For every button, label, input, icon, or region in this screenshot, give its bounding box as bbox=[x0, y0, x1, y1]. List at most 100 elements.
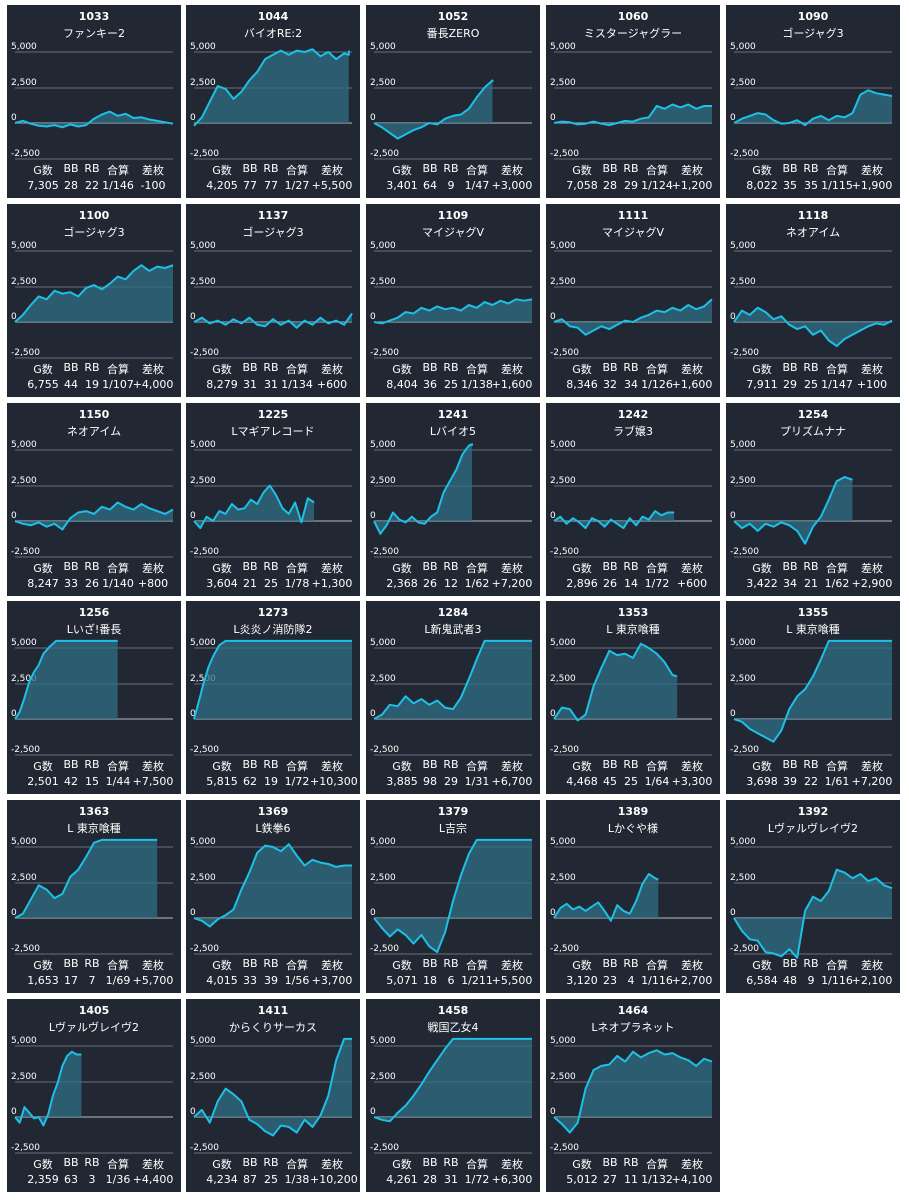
stat-label-bb: BB bbox=[782, 162, 798, 175]
stat-label-g: G数 bbox=[752, 363, 772, 376]
y-tick-label: 2,500 bbox=[550, 78, 576, 88]
y-tick-label: -2,500 bbox=[370, 348, 399, 358]
machine-card[interactable]: 1256 Lいざ!番長 5,000 2,500 0 -2,500 G数 2,501 BB 42 RB… bbox=[7, 601, 181, 794]
stat-value-bb: 44 bbox=[64, 378, 78, 391]
machine-card[interactable]: 1389 Lかぐや様 5,000 2,500 0 -2,500 G数 3,120 BB 23 RB 4… bbox=[546, 800, 720, 993]
machine-card[interactable]: 1052 番長ZERO 5,000 2,500 0 -2,500 G数 3,401 BB 64 RB… bbox=[366, 5, 540, 198]
y-tick-label: 5,000 bbox=[190, 638, 216, 648]
stat-value-rb: 12 bbox=[444, 577, 458, 590]
stat-label-rb: RB bbox=[84, 758, 100, 771]
y-tick-label: 2,500 bbox=[730, 476, 756, 486]
machine-card[interactable]: 1411 からくりサーカス 5,000 2,500 0 -2,500 G数 4,234 BB 87… bbox=[186, 999, 360, 1192]
machine-card[interactable]: 1363 L 東京喰種 5,000 2,500 0 -2,500 G数 1,653 BB 17 RB… bbox=[7, 800, 181, 993]
stat-label-g: G数 bbox=[392, 959, 412, 972]
stat-label-gou: 合算 bbox=[107, 363, 129, 376]
machine-name: からくりサーカス bbox=[229, 1021, 317, 1034]
stat-value-sa: +800 bbox=[137, 577, 169, 590]
y-tick-label: 0 bbox=[370, 908, 376, 918]
stat-value-gou: 1/56 bbox=[284, 974, 310, 987]
machine-card[interactable]: 1242 ラブ嬢3 5,000 2,500 0 -2,500 G数 2,896 BB 26 RB 14… bbox=[546, 403, 720, 596]
stat-label-rb: RB bbox=[443, 758, 459, 771]
y-tick-label: -2,500 bbox=[370, 745, 399, 755]
y-tick-label: 0 bbox=[550, 113, 556, 123]
machine-card[interactable]: 1111 マイジャグV 5,000 2,500 0 -2,500 G数 8,346 BB 32 RB… bbox=[546, 204, 720, 397]
stat-value-rb: 31 bbox=[444, 1173, 458, 1186]
machine-card[interactable]: 1458 戦国乙女4 5,000 2,500 0 -2,500 G数 4,261 BB 28 RB 3… bbox=[366, 999, 540, 1192]
area-fill bbox=[734, 307, 892, 347]
y-tick-label: 2,500 bbox=[190, 78, 216, 88]
area-fill bbox=[374, 444, 472, 534]
machine-card[interactable]: 1241 Lバイオ5 5,000 2,500 0 -2,500 G数 2,368 BB 26 RB 1… bbox=[366, 403, 540, 596]
machine-name: Lかぐや様 bbox=[607, 822, 659, 835]
stat-value-gou: 1/27 bbox=[284, 179, 310, 192]
series-line bbox=[193, 484, 315, 530]
stat-value-bb: 64 bbox=[423, 179, 437, 192]
stat-value-bb: 77 bbox=[243, 179, 257, 192]
machine-card[interactable]: 1225 Lマギアレコード 5,000 2,500 0 -2,500 G数 3,604 BB 21… bbox=[186, 403, 360, 596]
area-fill bbox=[15, 502, 173, 530]
machine-card[interactable]: 1109 マイジャグV 5,000 2,500 0 -2,500 G数 8,404 BB 36 RB… bbox=[366, 204, 540, 397]
y-tick-label: 0 bbox=[11, 908, 17, 918]
machine-card[interactable]: 1137 ゴージャグ3 5,000 2,500 0 -2,500 G数 8,279 BB 31 RB… bbox=[186, 204, 360, 397]
machine-card[interactable]: 1090 ゴージャグ3 5,000 2,500 0 -2,500 G数 8,022 BB 35 RB… bbox=[726, 5, 900, 198]
y-tick-label: 0 bbox=[370, 312, 376, 322]
stat-label-rb: RB bbox=[84, 957, 100, 970]
machine-card[interactable]: 1369 L鉄拳6 5,000 2,500 0 -2,500 G数 4,015 BB 33 RB 39… bbox=[186, 800, 360, 993]
stat-label-bb: BB bbox=[63, 361, 79, 374]
stat-label-gou: 合算 bbox=[646, 164, 668, 177]
machine-card[interactable]: 1118 ネオアイム 5,000 2,500 0 -2,500 G数 7,911 BB 29 RB 2… bbox=[726, 204, 900, 397]
stat-value-sa: +3,300 bbox=[671, 775, 713, 788]
stat-value-g: 4,234 bbox=[206, 1173, 238, 1186]
machine-card[interactable]: 1284 L新鬼武者3 5,000 2,500 0 -2,500 G数 3,885 BB 98 RB… bbox=[366, 601, 540, 794]
stat-label-bb: BB bbox=[602, 758, 618, 771]
machine-card[interactable]: 1150 ネオアイム 5,000 2,500 0 -2,500 G数 8,247 BB 33 RB 2… bbox=[7, 403, 181, 596]
stat-value-rb: 11 bbox=[624, 1173, 638, 1186]
stat-value-g: 8,279 bbox=[206, 378, 238, 391]
series-line bbox=[193, 843, 352, 928]
machine-card[interactable]: 1060 ミスタージャグラー 5,000 2,500 0 -2,500 G数 7,058 BB 2… bbox=[546, 5, 720, 198]
coin-difference-chart: 5,000 2,500 0 -2,500 bbox=[370, 638, 532, 756]
stat-label-bb: BB bbox=[782, 560, 798, 573]
stat-label-rb: RB bbox=[443, 1156, 459, 1169]
stat-value-bb: 62 bbox=[243, 775, 257, 788]
machine-card[interactable]: 1044 バイオRE:2 5,000 2,500 0 -2,500 G数 4,205 BB 77 R… bbox=[186, 5, 360, 198]
machine-card[interactable]: 1464 Lネオプラネット 5,000 2,500 0 -2,500 G数 5,012 BB 27… bbox=[546, 999, 720, 1192]
machine-card[interactable]: 1355 L 東京喰種 5,000 2,500 0 -2,500 G数 3,698 BB 39 RB… bbox=[726, 601, 900, 794]
stat-value-rb: 3 bbox=[88, 1173, 96, 1186]
stat-value-g: 3,885 bbox=[386, 775, 418, 788]
series-line bbox=[14, 264, 174, 323]
y-tick-label: 2,500 bbox=[730, 277, 756, 287]
stat-value-g: 2,368 bbox=[386, 577, 418, 590]
stat-value-sa: +10,200 bbox=[310, 1173, 358, 1186]
series-line bbox=[193, 48, 350, 127]
stat-value-gou: 1/36 bbox=[105, 1173, 131, 1186]
y-tick-label: -2,500 bbox=[550, 149, 579, 159]
stat-label-g: G数 bbox=[392, 164, 412, 177]
machine-number: 1109 bbox=[437, 209, 469, 222]
stat-label-g: G数 bbox=[33, 959, 53, 972]
machine-card[interactable]: 1353 L 東京喰種 5,000 2,500 0 -2,500 G数 4,468 BB 45 RB… bbox=[546, 601, 720, 794]
machine-card[interactable]: 1254 プリズムナナ 5,000 2,500 0 -2,500 G数 3,422 BB 34 RB… bbox=[726, 403, 900, 596]
y-tick-label: -2,500 bbox=[370, 1143, 399, 1153]
machine-card[interactable]: 1100 ゴージャグ3 5,000 2,500 0 -2,500 G数 6,755 BB 44 RB… bbox=[7, 204, 181, 397]
series-line bbox=[14, 1050, 82, 1127]
coin-difference-chart: 5,000 2,500 0 -2,500 bbox=[730, 42, 893, 160]
y-tick-label: 5,000 bbox=[550, 1036, 576, 1046]
stat-value-rb: 19 bbox=[264, 775, 278, 788]
machine-card[interactable]: 1392 Lヴァルヴレイヴ2 5,000 2,500 0 -2,500 G数 6,584 BB 4… bbox=[726, 800, 900, 993]
stat-value-gou: 1/124 bbox=[641, 179, 673, 192]
machine-card[interactable]: 1405 Lヴァルヴレイヴ2 5,000 2,500 0 -2,500 G数 2,359 BB 6… bbox=[7, 999, 181, 1192]
machine-card[interactable]: 1379 L吉宗 5,000 2,500 0 -2,500 G数 5,071 BB 18 RB 6 合算… bbox=[366, 800, 540, 993]
y-tick-label: 2,500 bbox=[370, 674, 396, 684]
machine-card[interactable]: 1273 L炎炎ノ消防隊2 5,000 2,500 0 -2,500 G数 5,815 BB 62… bbox=[186, 601, 360, 794]
y-tick-label: 2,500 bbox=[370, 277, 396, 287]
machine-card[interactable]: 1033 ファンキー2 5,000 2,500 0 -2,500 G数 7,305 BB 28 RB… bbox=[7, 5, 181, 198]
stat-value-bb: 34 bbox=[783, 577, 797, 590]
stat-value-sa: +2,700 bbox=[671, 974, 713, 987]
machine-name: L 東京喰種 bbox=[67, 822, 121, 835]
machine-number: 1273 bbox=[257, 606, 289, 619]
coin-difference-chart: 5,000 2,500 0 -2,500 bbox=[190, 837, 352, 955]
y-tick-label: -2,500 bbox=[550, 348, 579, 358]
coin-difference-chart: 5,000 2,500 0 -2,500 bbox=[11, 440, 174, 558]
stat-label-sa: 差枚 bbox=[501, 760, 523, 773]
